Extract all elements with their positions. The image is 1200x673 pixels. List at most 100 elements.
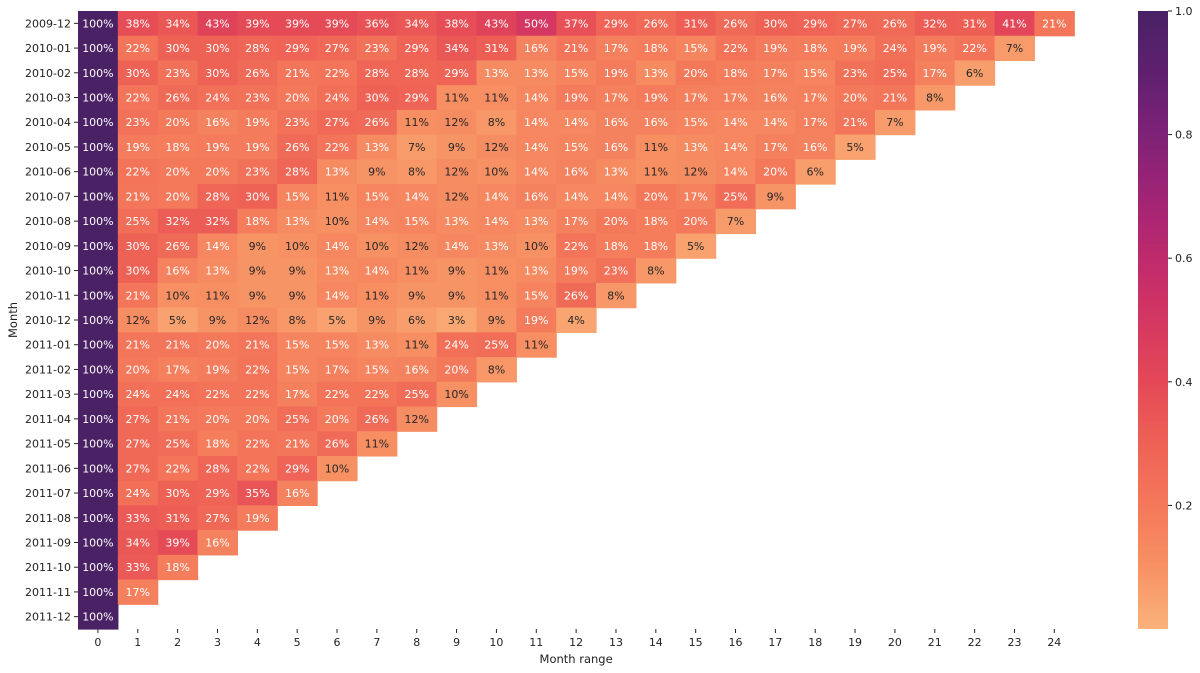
cell-value-label: 33% <box>126 561 150 574</box>
heatmap-cell <box>1034 11 1075 37</box>
cell-value-label: 17% <box>723 92 747 105</box>
cell-value-label: 13% <box>365 339 389 352</box>
heatmap-cell <box>197 381 238 408</box>
cell-value-label: 15% <box>285 190 309 203</box>
cell-value-label: 30% <box>205 67 229 80</box>
y-tick-label: 2010-10 <box>25 265 71 278</box>
heatmap-cell <box>317 307 358 333</box>
heatmap-cell <box>356 159 398 185</box>
cell-value-label: 15% <box>365 190 389 203</box>
heatmap-cell <box>875 11 916 37</box>
heatmap-cell <box>396 159 438 185</box>
heatmap-cell <box>476 208 517 235</box>
cell-value-label: 24% <box>126 388 150 401</box>
cell-value-label: 14% <box>484 215 508 228</box>
cell-value-label: 100% <box>82 462 113 475</box>
heatmap-cell <box>436 381 478 408</box>
cell-value-label: 32% <box>923 17 947 30</box>
cell-value-label: 20% <box>205 413 229 426</box>
heatmap-cell <box>197 406 238 432</box>
heatmap-cell <box>875 109 916 136</box>
cell-value-label: 26% <box>883 17 907 30</box>
heatmap-cell <box>914 60 956 86</box>
heatmap-cell <box>317 282 358 309</box>
heatmap-cell <box>596 258 637 284</box>
heatmap-cell <box>556 184 597 210</box>
cell-value-label: 7% <box>1006 42 1023 55</box>
heatmap-cell <box>356 184 398 210</box>
heatmap-cell <box>78 431 119 457</box>
heatmap-cell <box>277 282 318 309</box>
y-tick-label: 2010-04 <box>25 116 71 129</box>
cell-value-label: 22% <box>962 42 986 55</box>
cell-value-label: 100% <box>82 388 113 401</box>
heatmap-cell <box>197 60 238 86</box>
heatmap-cell <box>556 85 597 111</box>
colorbar-tick-label: 1.0 <box>1175 5 1193 18</box>
heatmap-cell <box>436 258 478 284</box>
heatmap-cell <box>715 60 757 86</box>
heatmap-cell <box>556 258 597 284</box>
heatmap-cell <box>197 109 238 136</box>
cell-value-label: 14% <box>723 116 747 129</box>
x-tick-label: 11 <box>529 636 543 649</box>
heatmap-cell <box>556 282 597 309</box>
cell-value-label: 19% <box>763 42 787 55</box>
heatmap-cell <box>78 406 119 432</box>
heatmap-cell <box>117 60 159 86</box>
y-tick-label: 2010-01 <box>25 42 71 55</box>
cell-value-label: 8% <box>488 116 505 129</box>
heatmap-cell <box>317 431 358 457</box>
heatmap-cell <box>835 109 876 136</box>
cell-value-label: 19% <box>245 116 269 129</box>
cell-value-label: 14% <box>484 190 508 203</box>
cell-value-label: 9% <box>488 314 505 327</box>
cell-value-label: 10% <box>365 240 389 253</box>
colorbar-tick-label: 0.2 <box>1175 499 1193 512</box>
heatmap-cell <box>277 134 318 160</box>
heatmap-cell <box>197 505 238 531</box>
heatmap-cell <box>356 134 398 160</box>
cell-value-label: 5% <box>328 314 345 327</box>
y-axis-ticks: 2009-12 2010-01 2010-02 2010-03 2010-04 2010-… <box>25 17 78 624</box>
cell-value-label: 19% <box>126 141 150 154</box>
cell-value-label: 27% <box>325 42 349 55</box>
heatmap-cell <box>157 159 199 185</box>
cell-value-label: 9% <box>209 314 226 327</box>
heatmap-cell <box>277 85 318 111</box>
heatmap-cell <box>197 455 238 482</box>
heatmap-cell <box>954 11 996 37</box>
heatmap-cell <box>356 357 398 383</box>
cell-value-label: 18% <box>644 240 668 253</box>
heatmap-cell <box>476 11 517 37</box>
x-tick-label: 6 <box>334 636 341 649</box>
heatmap-cell <box>476 307 517 333</box>
cell-value-label: 11% <box>365 289 389 302</box>
cell-value-label: 19% <box>564 265 588 278</box>
heatmap-cell <box>755 184 796 210</box>
cell-value-label: 33% <box>126 512 150 525</box>
cell-value-label: 30% <box>205 42 229 55</box>
cell-value-label: 15% <box>365 363 389 376</box>
cell-value-label: 14% <box>723 141 747 154</box>
cell-value-label: 11% <box>444 92 468 105</box>
heatmap-cell <box>277 480 318 506</box>
heatmap-cell <box>795 134 836 160</box>
cell-value-label: 35% <box>245 487 269 500</box>
heatmap-cell <box>396 381 438 408</box>
heatmap-cell <box>277 455 318 482</box>
heatmap-cell <box>476 184 517 210</box>
heatmap-cell <box>157 406 199 432</box>
heatmap-cell <box>476 109 517 136</box>
heatmap-cell <box>596 60 637 86</box>
cell-value-label: 21% <box>285 438 309 451</box>
heatmap-cell <box>635 85 677 111</box>
cell-value-label: 100% <box>82 512 113 525</box>
heatmap-cell <box>635 35 677 62</box>
x-tick-label: 1 <box>134 636 141 649</box>
heatmap-cell <box>277 208 318 235</box>
heatmap-cell <box>436 159 478 185</box>
cell-value-label: 27% <box>126 413 150 426</box>
heatmap-cell <box>396 307 438 333</box>
heatmap-cell <box>117 505 159 531</box>
